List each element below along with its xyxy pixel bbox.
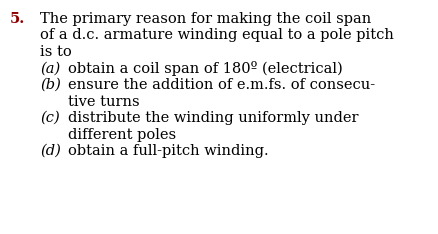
Text: is to: is to — [40, 45, 71, 59]
Text: tive turns: tive turns — [68, 95, 139, 109]
Text: obtain a coil span of 180º (electrical): obtain a coil span of 180º (electrical) — [68, 62, 342, 77]
Text: different poles: different poles — [68, 128, 176, 142]
Text: of a d.c. armature winding equal to a pole pitch: of a d.c. armature winding equal to a po… — [40, 29, 393, 43]
Text: distribute the winding uniformly under: distribute the winding uniformly under — [68, 111, 358, 125]
Text: obtain a full-pitch winding.: obtain a full-pitch winding. — [68, 144, 268, 158]
Text: (a): (a) — [40, 62, 60, 76]
Text: 5.: 5. — [10, 12, 25, 26]
Text: ensure the addition of e.m.fs. of consecu-: ensure the addition of e.m.fs. of consec… — [68, 78, 374, 92]
Text: (c): (c) — [40, 111, 60, 125]
Text: (d): (d) — [40, 144, 61, 158]
Text: (b): (b) — [40, 78, 61, 92]
Text: The primary reason for making the coil span: The primary reason for making the coil s… — [40, 12, 371, 26]
